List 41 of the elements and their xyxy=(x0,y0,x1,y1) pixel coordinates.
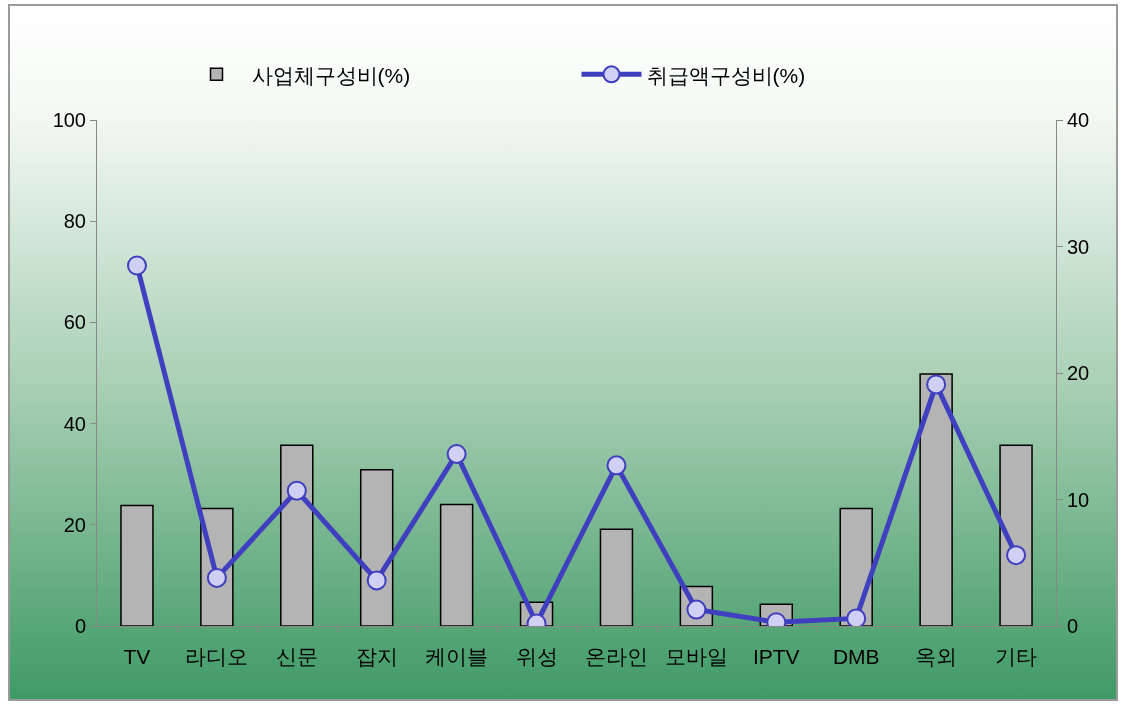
x-tick-label: 케이블 xyxy=(425,645,489,669)
x-tick-label: 모바일 xyxy=(664,645,728,669)
bar xyxy=(919,373,953,626)
point xyxy=(1006,545,1027,566)
x-tick-label: 잡지 xyxy=(355,645,398,669)
bar xyxy=(439,503,474,626)
bar xyxy=(599,528,634,626)
x-tick-label: 옥외 xyxy=(915,645,958,669)
x-tick-label: 온라인 xyxy=(584,645,648,669)
x-tick-label: DMB xyxy=(832,645,880,669)
point xyxy=(846,608,867,626)
y-tick-label: 60 xyxy=(63,311,86,334)
y-tick-label: 20 xyxy=(63,513,86,536)
point xyxy=(286,480,307,501)
y-tick-label: 0 xyxy=(74,615,86,637)
x-tick-label: 위성 xyxy=(515,645,558,669)
point xyxy=(126,255,147,276)
point xyxy=(446,443,467,464)
x-tick-label: 라디오 xyxy=(185,645,249,669)
y2-tick-label: 0 xyxy=(1067,615,1079,637)
point xyxy=(206,567,227,588)
point xyxy=(606,455,627,476)
x-tick-label: TV xyxy=(123,645,151,669)
legend-label: 사업체구성비(%) xyxy=(251,63,411,87)
bar xyxy=(280,444,314,626)
y-tick-label: 100 xyxy=(52,109,86,131)
y-tick-label: 80 xyxy=(63,210,86,233)
y2-tick-label: 40 xyxy=(1067,109,1090,131)
y2-tick-label: 10 xyxy=(1067,488,1090,511)
point xyxy=(366,570,387,591)
point xyxy=(926,374,947,395)
y-tick-label: 40 xyxy=(63,412,86,435)
legend-label: 취급액구성비(%) xyxy=(646,63,806,87)
x-tick-label: IPTV xyxy=(752,645,800,669)
x-tick-label: 신문 xyxy=(275,645,318,669)
y2-tick-label: 20 xyxy=(1067,362,1090,384)
x-tick-label: 기타 xyxy=(995,645,1038,669)
bar xyxy=(120,504,154,626)
bar xyxy=(999,444,1033,626)
bar xyxy=(359,468,394,626)
y2-tick-label: 30 xyxy=(1067,235,1090,258)
